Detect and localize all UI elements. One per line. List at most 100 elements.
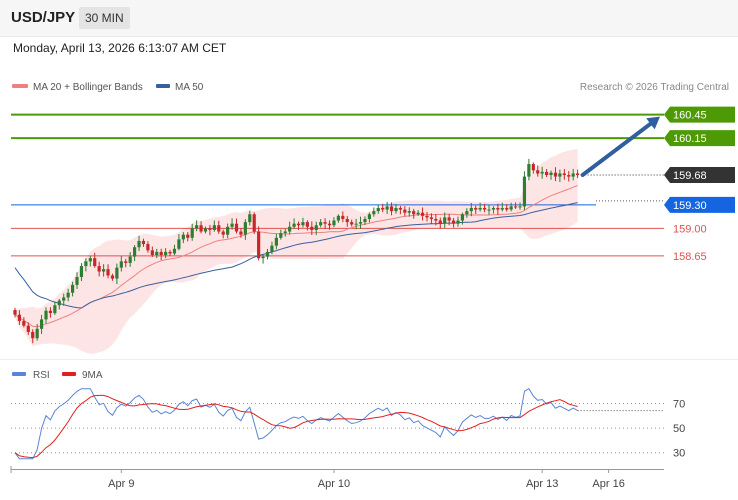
candle-118 — [536, 165, 540, 177]
candle-body — [53, 305, 57, 314]
candle-body — [39, 319, 44, 329]
candle-body — [124, 261, 128, 263]
candle-59 — [274, 233, 278, 250]
candle-1 — [17, 310, 22, 325]
candle-77 — [354, 218, 358, 230]
candle-60 — [279, 229, 283, 240]
candle-body — [513, 206, 518, 208]
candle-90 — [412, 208, 416, 219]
candle-body — [332, 220, 336, 226]
candle-body — [265, 251, 270, 257]
candle-body — [509, 206, 513, 210]
candle-body — [562, 173, 566, 176]
candle-102 — [465, 208, 469, 218]
candle-69 — [319, 218, 323, 228]
candle-64 — [296, 221, 301, 230]
candle-25 — [124, 258, 128, 268]
candle-body — [88, 258, 92, 262]
candle-28 — [137, 235, 141, 252]
bollinger-band-area — [15, 149, 578, 354]
candle-7 — [44, 307, 48, 324]
candle-body — [376, 207, 380, 212]
candle-body — [478, 207, 482, 210]
candle-body — [540, 171, 544, 174]
candle-body — [208, 228, 212, 230]
candle-body — [336, 215, 340, 221]
candle-127 — [576, 169, 580, 179]
candle-120 — [545, 169, 549, 178]
candle-89 — [407, 207, 411, 217]
candle-21 — [106, 264, 110, 279]
candle-body — [110, 275, 115, 279]
candle-body — [128, 256, 132, 263]
rsi-line — [14, 388, 578, 460]
candle-body — [429, 217, 434, 219]
candle-83 — [381, 203, 385, 213]
candle-10 — [57, 298, 61, 310]
candle-18 — [93, 252, 97, 268]
candle-body — [407, 211, 411, 213]
candle-body — [358, 222, 363, 224]
candle-body — [460, 214, 465, 221]
candle-14 — [75, 272, 79, 289]
candle-96 — [438, 217, 442, 229]
candle-body — [119, 261, 123, 268]
candle-97 — [443, 212, 447, 229]
legend-swatch-rsi — [12, 372, 26, 376]
candle-117 — [531, 162, 535, 174]
candle-74 — [341, 211, 345, 223]
x-tick-label-Apr-16: Apr 16 — [592, 478, 624, 490]
candle-body — [217, 225, 221, 232]
candle-body — [447, 217, 451, 221]
forecast-arrow-head — [646, 116, 660, 130]
candle-body — [465, 211, 469, 215]
candle-body — [522, 176, 527, 207]
candle-94 — [429, 213, 434, 225]
candle-body — [35, 328, 39, 339]
candle-34 — [164, 248, 168, 259]
candle-87 — [398, 205, 403, 215]
candle-body — [230, 223, 234, 227]
candle-66 — [305, 220, 309, 231]
candle-33 — [159, 248, 163, 261]
level-tags: 160.45 160.15 159.68 159.30 159.00 158.65 — [664, 106, 735, 263]
candle-104 — [474, 205, 478, 214]
candle-body — [79, 266, 84, 278]
candle-body — [496, 207, 500, 210]
rsi-lines — [14, 388, 664, 460]
candle-body — [234, 223, 239, 232]
interval-button[interactable]: 30 MIN — [79, 7, 130, 29]
candle-95 — [434, 214, 438, 226]
candle-124 — [562, 169, 566, 180]
candle-body — [221, 231, 225, 235]
candle-body — [301, 222, 305, 226]
candle-body — [482, 207, 487, 210]
candle-99 — [451, 217, 456, 228]
candle-body — [75, 277, 79, 285]
level-tag-160.45 — [664, 106, 735, 123]
candle-42 — [199, 221, 203, 234]
candle-24 — [119, 256, 123, 272]
candle-76 — [350, 219, 354, 227]
candle-body — [226, 226, 230, 235]
candle-16 — [84, 258, 88, 272]
candle-31 — [150, 246, 154, 257]
candle-47 — [221, 229, 225, 239]
candle-body — [31, 331, 35, 339]
candle-body — [341, 215, 345, 219]
candles — [13, 158, 580, 344]
candle-body — [385, 206, 389, 210]
candle-body — [186, 234, 190, 238]
candle-121 — [549, 170, 553, 180]
candle-81 — [372, 207, 376, 217]
candle-4 — [31, 329, 35, 344]
candle-body — [199, 225, 203, 232]
candle-44 — [208, 224, 212, 236]
candle-body — [84, 261, 88, 267]
candle-2 — [22, 317, 26, 328]
candle-54 — [252, 212, 256, 234]
candle-body — [159, 251, 163, 256]
candle-body — [296, 223, 301, 226]
candle-17 — [88, 255, 92, 267]
datetime-label: Monday, April 13, 2026 6:13:07 AM CET — [13, 41, 227, 55]
